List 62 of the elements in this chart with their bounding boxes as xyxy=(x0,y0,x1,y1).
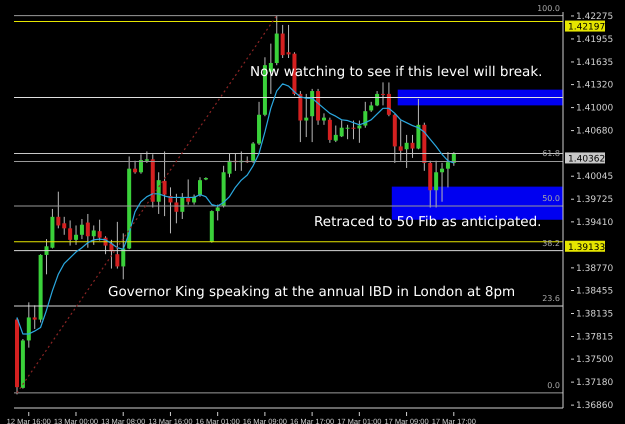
candlestick xyxy=(446,152,450,188)
candlestick xyxy=(80,218,84,240)
candlestick xyxy=(404,134,409,168)
candlestick xyxy=(328,117,332,144)
y-tick-label: 1.41320 xyxy=(576,80,614,91)
y-tick-label: 1.37180 xyxy=(576,378,614,388)
candlestick xyxy=(363,101,368,128)
candlestick xyxy=(216,204,220,221)
annotation: 0.0 xyxy=(547,380,560,391)
ref-line-label: 1.40362 xyxy=(568,154,606,164)
candlestick xyxy=(322,112,326,126)
candlestick xyxy=(86,213,90,248)
ref-line-label: 1.39133 xyxy=(568,242,606,253)
y-tick-label: 1.42275 xyxy=(576,12,614,22)
candlestick xyxy=(74,224,78,246)
y-tick-label: 1.38135 xyxy=(576,309,614,320)
candlestick xyxy=(398,120,403,162)
ref-line-label: 1.42197 xyxy=(568,22,606,33)
candlestick xyxy=(32,304,37,330)
candlestick xyxy=(369,101,374,112)
y-tick-label: 1.39725 xyxy=(576,195,614,206)
y-tick-label: 1.40045 xyxy=(576,172,614,182)
y-tick-label: 1.38770 xyxy=(576,264,614,274)
annotation: Governor King speaking at the annual IBD in London at 8pm xyxy=(108,284,516,300)
candlestick xyxy=(144,150,149,164)
candlestick xyxy=(280,24,285,58)
candlestick xyxy=(121,232,126,280)
candlestick xyxy=(198,176,202,198)
candlestick xyxy=(174,193,178,224)
candlestick xyxy=(410,134,415,158)
candlestick xyxy=(381,82,385,106)
candlestick xyxy=(351,120,356,140)
y-tick-label: 1.41000 xyxy=(576,104,614,114)
y-tick-label: 1.37815 xyxy=(576,332,614,342)
annotation: 50.0 xyxy=(542,194,560,204)
y-tick-label: 1.40680 xyxy=(576,126,614,137)
candlestick xyxy=(180,192,184,220)
candlestick xyxy=(357,120,362,144)
candlestick xyxy=(304,93,308,138)
y-tick-label: 1.36860 xyxy=(576,401,614,412)
candlestick xyxy=(68,220,72,246)
candlestick xyxy=(416,98,420,150)
y-tick-label: 1.38455 xyxy=(576,286,614,296)
candlestick xyxy=(434,160,438,208)
candlestick xyxy=(375,90,380,107)
annotation: 100.0 xyxy=(537,4,560,14)
candlestick xyxy=(115,221,120,270)
candlestick xyxy=(162,150,167,217)
y-tick-label: 1.41955 xyxy=(576,34,614,45)
candlestick xyxy=(92,224,96,246)
candlestick xyxy=(440,162,444,202)
candlestick xyxy=(286,24,291,58)
candlestick xyxy=(133,160,138,174)
candlestick xyxy=(251,142,256,164)
candlestick xyxy=(346,124,350,140)
candlestick xyxy=(26,302,31,348)
y-tick-label: 1.41635 xyxy=(576,58,614,68)
candlestick xyxy=(138,154,143,174)
y-tick-label: 1.37500 xyxy=(576,355,614,366)
y-tick-label: 1.39410 xyxy=(576,218,614,228)
annotation: 23.6 xyxy=(542,294,560,304)
candlestick xyxy=(98,219,102,242)
